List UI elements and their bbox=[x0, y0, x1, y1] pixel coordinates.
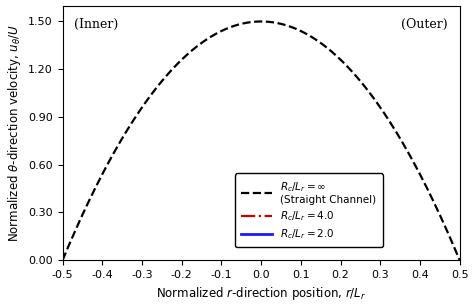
$R_c/L_r = \infty$
(Straight Channel) bbox=[457, 258, 463, 262]
$R_c/L_r = \infty$
(Straight Channel) bbox=[377, 105, 383, 108]
$R_c/L_r = \infty$
(Straight Channel) bbox=[370, 95, 375, 99]
$R_c/L_r = \infty$
(Straight Channel) bbox=[235, 23, 240, 27]
$R_c/L_r = \infty$
(Straight Channel) bbox=[60, 258, 65, 262]
Text: (Outer): (Outer) bbox=[401, 18, 448, 31]
$R_c/L_r = \infty$
(Straight Channel) bbox=[333, 53, 338, 57]
Text: (Inner): (Inner) bbox=[74, 18, 119, 31]
Legend: $R_c/L_r = \infty$
(Straight Channel), $R_c/L_r = 4.0$, $R_c/L_r = 2.0$: $R_c/L_r = \infty$ (Straight Channel), $… bbox=[235, 173, 383, 247]
Y-axis label: Normalized $\theta$-direction velocity, $u_\theta/U$: Normalized $\theta$-direction velocity, … bbox=[6, 24, 23, 242]
$R_c/L_r = \infty$
(Straight Channel) bbox=[100, 171, 106, 174]
$R_c/L_r = \infty$
(Straight Channel) bbox=[220, 28, 226, 32]
$R_c/L_r = \infty$
(Straight Channel) bbox=[258, 20, 264, 23]
X-axis label: Normalized $r$-direction position, $r/L_r$: Normalized $r$-direction position, $r/L_… bbox=[156, 286, 366, 302]
Line: $R_c/L_r = \infty$
(Straight Channel): $R_c/L_r = \infty$ (Straight Channel) bbox=[63, 22, 460, 260]
